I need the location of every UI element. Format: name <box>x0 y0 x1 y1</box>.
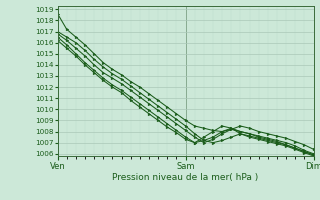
X-axis label: Pression niveau de la mer( hPa ): Pression niveau de la mer( hPa ) <box>112 173 259 182</box>
